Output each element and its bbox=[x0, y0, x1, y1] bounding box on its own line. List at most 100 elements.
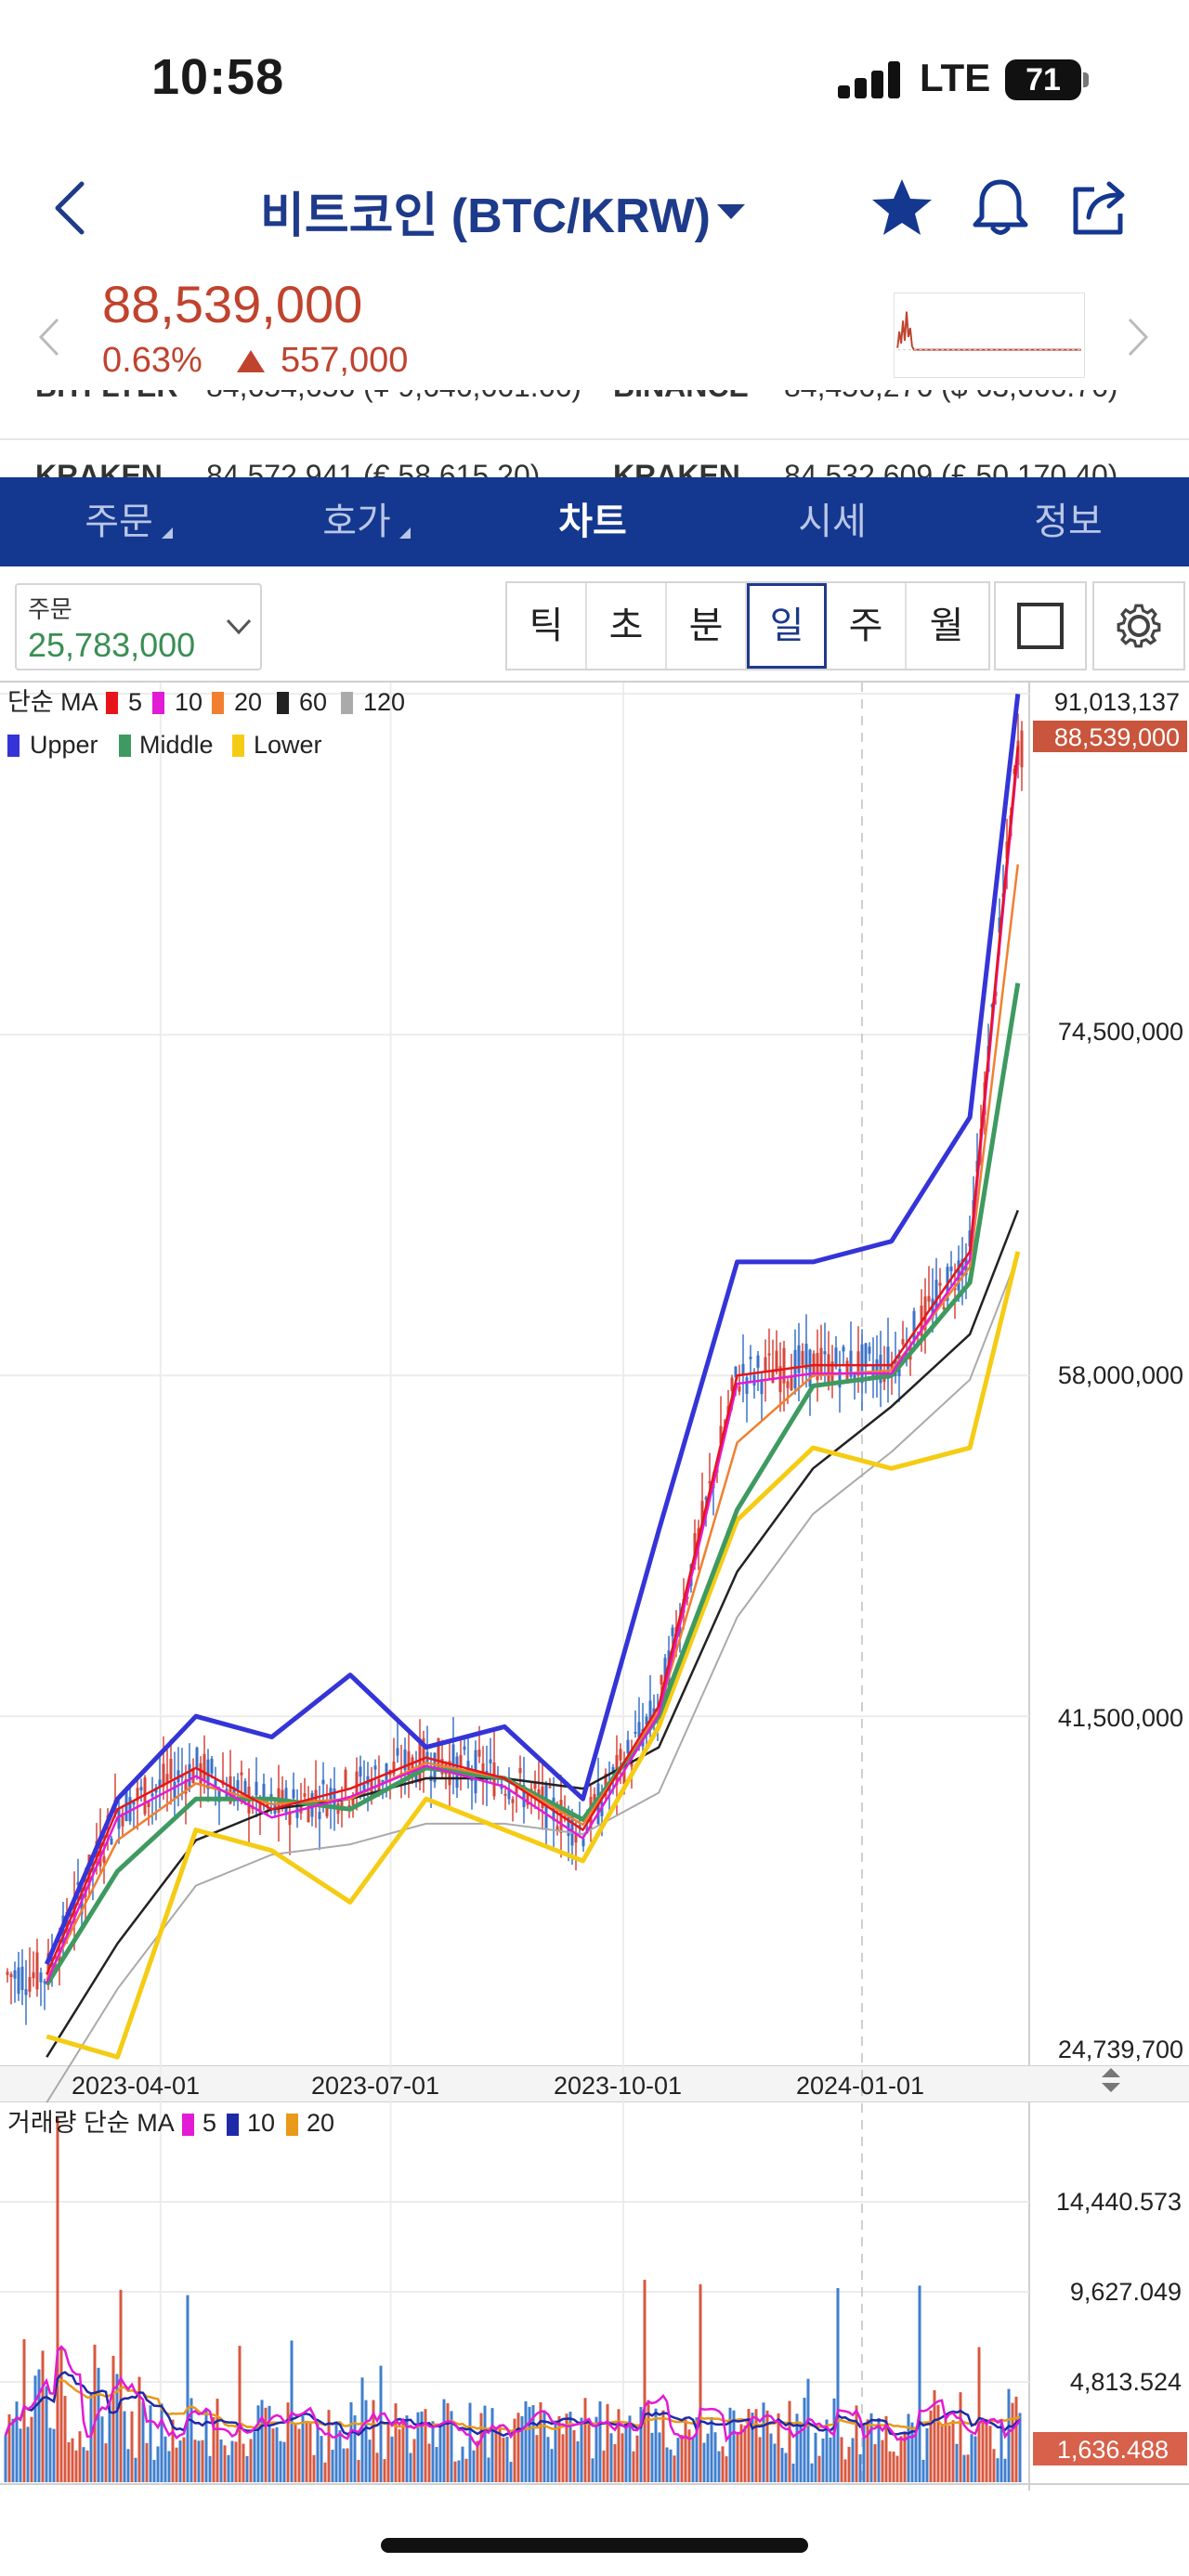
candle-body bbox=[236, 1780, 240, 1791]
price-chart[interactable]: 91,013,137 88,539,000 74,500,000 58,000,… bbox=[0, 681, 1189, 2491]
page-title[interactable]: 비트코인 (BTC/KRW) bbox=[260, 189, 712, 243]
volume-bar bbox=[959, 2392, 962, 2482]
prev-coin-icon[interactable] bbox=[35, 316, 63, 358]
volume-bar bbox=[487, 2457, 490, 2482]
candle-body bbox=[555, 1826, 559, 1832]
volume-bar bbox=[899, 2436, 903, 2482]
candle-body bbox=[403, 1750, 407, 1771]
candle-body bbox=[838, 1369, 842, 1388]
candle-body bbox=[229, 1776, 232, 1804]
candle-body bbox=[704, 1497, 708, 1500]
volume-bar bbox=[249, 2439, 253, 2482]
bell-icon[interactable] bbox=[968, 175, 1033, 240]
date-tick: 2023-04-01 bbox=[72, 2072, 200, 2100]
volume-bar bbox=[907, 2413, 910, 2482]
mini-price-chart[interactable] bbox=[894, 293, 1085, 378]
volume-bar bbox=[747, 2409, 751, 2482]
volume-bar bbox=[357, 2459, 360, 2482]
candle-body bbox=[671, 1627, 674, 1637]
candle-body bbox=[864, 1343, 868, 1367]
volume-bar bbox=[925, 2427, 929, 2482]
candle-body bbox=[801, 1350, 804, 1365]
volume-bar bbox=[245, 2455, 249, 2482]
volume-bar bbox=[673, 2455, 676, 2482]
period-month[interactable]: 월 bbox=[929, 605, 964, 646]
current-price-tag bbox=[1033, 721, 1187, 752]
tab-order[interactable]: 주문 bbox=[26, 477, 212, 566]
volume-bar bbox=[762, 2402, 765, 2482]
volume-bar bbox=[832, 2398, 836, 2482]
candle-body bbox=[43, 1981, 46, 1984]
volume-bar bbox=[67, 2441, 71, 2482]
volume-bar bbox=[639, 2406, 643, 2482]
volume-bar bbox=[647, 2400, 650, 2482]
tab-market[interactable]: 시세 bbox=[739, 477, 925, 566]
tab-orderbook[interactable]: 호가 bbox=[264, 477, 450, 566]
home-indicator[interactable] bbox=[381, 2538, 808, 2553]
period-day[interactable]: 일 bbox=[747, 583, 827, 669]
volume-bar bbox=[208, 2455, 212, 2482]
candle-body bbox=[842, 1347, 845, 1352]
candle-body bbox=[459, 1754, 463, 1767]
next-coin-icon[interactable] bbox=[1124, 316, 1152, 358]
volume-bar bbox=[189, 2398, 193, 2482]
volume-bar bbox=[1011, 2402, 1014, 2482]
volume-bar bbox=[230, 2440, 234, 2482]
ma120-line bbox=[46, 1255, 1019, 2103]
period-tick[interactable]: 틱 bbox=[507, 583, 587, 669]
period-second[interactable]: 초 bbox=[587, 583, 667, 669]
chart-mode-button[interactable] bbox=[994, 581, 1087, 670]
order-select[interactable]: 주문 25,783,000 bbox=[15, 583, 262, 670]
vol-ma20-label: 20 bbox=[307, 2109, 334, 2137]
settings-button[interactable] bbox=[1092, 581, 1185, 670]
exchange-name: BINANCE bbox=[613, 390, 749, 404]
candle-body bbox=[203, 1753, 206, 1782]
share-icon[interactable] bbox=[1066, 175, 1131, 240]
volume-bar bbox=[479, 2413, 483, 2482]
cellular-signal-icon bbox=[838, 61, 912, 98]
period-minute[interactable]: 분 bbox=[667, 583, 747, 669]
bb-legend: Upper Middle Lower bbox=[7, 731, 322, 759]
candle-body bbox=[150, 1793, 154, 1797]
back-icon[interactable] bbox=[48, 178, 95, 238]
volume-bar bbox=[182, 2437, 186, 2482]
volume-bar bbox=[71, 2438, 74, 2482]
candle-body bbox=[775, 1350, 778, 1373]
current-volume-tag bbox=[1033, 2432, 1187, 2465]
ma60-swatch bbox=[277, 692, 289, 714]
tab-info[interactable]: 정보 bbox=[975, 477, 1161, 566]
candle-body bbox=[139, 1787, 143, 1791]
chart-controls: 주문 25,783,000 틱 초 분 일 주 월 bbox=[0, 566, 1189, 678]
volume-bar bbox=[933, 2389, 936, 2482]
star-icon[interactable] bbox=[869, 175, 934, 240]
volume-bar bbox=[557, 2415, 561, 2482]
candle-body bbox=[437, 1737, 440, 1771]
candle-body bbox=[879, 1354, 882, 1384]
volume-bar bbox=[568, 2412, 572, 2482]
volume-bar bbox=[82, 2447, 85, 2482]
expand-down-icon[interactable] bbox=[1102, 2083, 1120, 2092]
volume-bar bbox=[970, 2434, 973, 2482]
tab-chart[interactable]: 차트 bbox=[500, 477, 686, 566]
volume-bar bbox=[212, 2416, 216, 2482]
volume-bar bbox=[873, 2444, 877, 2482]
candle-body bbox=[793, 1349, 797, 1388]
volume-bar bbox=[528, 2406, 531, 2482]
volume-bar bbox=[810, 2463, 814, 2482]
volume-bar bbox=[305, 2423, 308, 2482]
expand-up-icon[interactable] bbox=[1102, 2068, 1120, 2077]
volume-bar bbox=[386, 2424, 390, 2482]
candle-body bbox=[934, 1280, 938, 1308]
order-value: 25,783,000 bbox=[28, 626, 196, 664]
volume-bar bbox=[803, 2397, 806, 2482]
volume-bar bbox=[346, 2448, 349, 2482]
volume-bar bbox=[955, 2443, 959, 2482]
dropdown-caret-icon[interactable] bbox=[717, 204, 745, 219]
period-week[interactable]: 주 bbox=[827, 583, 907, 669]
candle-body bbox=[645, 1716, 648, 1724]
candle-body bbox=[552, 1797, 555, 1821]
volume-bar bbox=[680, 2435, 684, 2482]
chart-canvas[interactable]: 91,013,137 88,539,000 74,500,000 58,000,… bbox=[0, 683, 1189, 2491]
volume-bar bbox=[751, 2413, 754, 2482]
volume-bar bbox=[56, 2117, 59, 2482]
